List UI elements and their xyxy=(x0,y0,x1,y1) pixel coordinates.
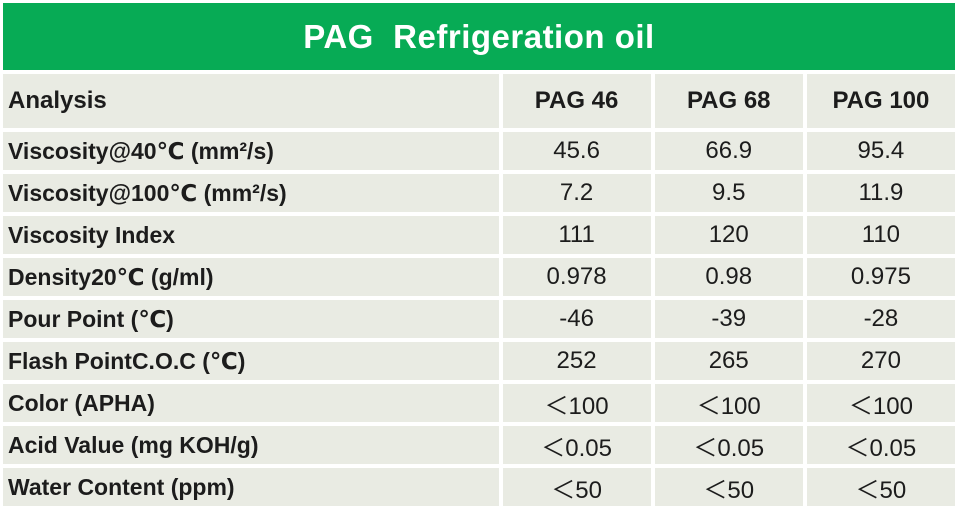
title-bar: PAG Refrigeration oil xyxy=(3,3,955,70)
cell-value: ＜0.05 xyxy=(498,426,651,468)
cell-value: 270 xyxy=(802,342,955,384)
row-label: Pour Point (℃) xyxy=(3,300,499,342)
table-row: Color (APHA) ＜100 ＜100 ＜100 xyxy=(3,384,955,426)
cell-value: 45.6 xyxy=(498,132,651,174)
table-row: Pour Point (℃) -46 -39 -28 xyxy=(3,300,955,342)
cell-value: 265 xyxy=(650,342,803,384)
cell-value: 9.5 xyxy=(650,174,803,216)
cell-value: 120 xyxy=(650,216,803,258)
spec-table: Analysis PAG 46 PAG 68 PAG 100 Viscosity… xyxy=(3,74,955,506)
cell-value: ＜100 xyxy=(498,384,651,426)
table-row: Viscosity@100℃ (mm²/s) 7.2 9.5 11.9 xyxy=(3,174,955,216)
table-row: Flash PointC.O.C (℃) 252 265 270 xyxy=(3,342,955,384)
cell-value: 11.9 xyxy=(802,174,955,216)
cell-value: 252 xyxy=(498,342,651,384)
cell-value: -46 xyxy=(498,300,651,342)
column-header-analysis: Analysis xyxy=(3,74,499,132)
cell-value: -39 xyxy=(650,300,803,342)
row-label: Flash PointC.O.C (℃) xyxy=(3,342,499,384)
cell-value: 111 xyxy=(498,216,651,258)
cell-value: 110 xyxy=(802,216,955,258)
column-header-pag68: PAG 68 xyxy=(650,74,803,132)
table-row: Acid Value (mg KOH/g) ＜0.05 ＜0.05 ＜0.05 xyxy=(3,426,955,468)
cell-value: 0.98 xyxy=(650,258,803,300)
cell-value: ＜50 xyxy=(498,468,651,506)
cell-value: 0.975 xyxy=(802,258,955,300)
row-label: Acid Value (mg KOH/g) xyxy=(3,426,499,468)
table-row: Water Content (ppm) ＜50 ＜50 ＜50 xyxy=(3,468,955,506)
row-label: Viscosity Index xyxy=(3,216,499,258)
table-row: Density20℃ (g/ml) 0.978 0.98 0.975 xyxy=(3,258,955,300)
cell-value: 95.4 xyxy=(802,132,955,174)
cell-value: ＜100 xyxy=(650,384,803,426)
column-header-pag100: PAG 100 xyxy=(802,74,955,132)
row-label: Density20℃ (g/ml) xyxy=(3,258,499,300)
page-title: PAG Refrigeration oil xyxy=(303,17,655,55)
cell-value: 66.9 xyxy=(650,132,803,174)
cell-value: ＜0.05 xyxy=(650,426,803,468)
cell-value: ＜100 xyxy=(802,384,955,426)
cell-value: -28 xyxy=(802,300,955,342)
table-row: Viscosity Index 111 120 110 xyxy=(3,216,955,258)
row-label: Color (APHA) xyxy=(3,384,499,426)
table-row: Viscosity@40℃ (mm²/s) 45.6 66.9 95.4 xyxy=(3,132,955,174)
header-row: Analysis PAG 46 PAG 68 PAG 100 xyxy=(3,74,955,132)
row-label: Viscosity@100℃ (mm²/s) xyxy=(3,174,499,216)
column-header-pag46: PAG 46 xyxy=(498,74,651,132)
cell-value: ＜0.05 xyxy=(802,426,955,468)
row-label: Water Content (ppm) xyxy=(3,468,499,506)
row-label: Viscosity@40℃ (mm²/s) xyxy=(3,132,499,174)
cell-value: 7.2 xyxy=(498,174,651,216)
cell-value: 0.978 xyxy=(498,258,651,300)
cell-value: ＜50 xyxy=(650,468,803,506)
cell-value: ＜50 xyxy=(802,468,955,506)
